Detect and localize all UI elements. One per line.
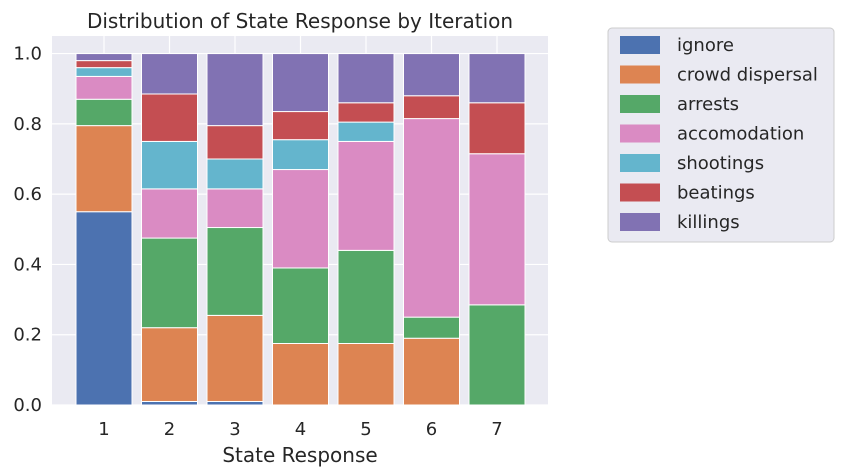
bar-segment-arrests-4	[272, 267, 329, 345]
bar-segment-crowd-dispersal-6	[403, 337, 460, 406]
bar-segment-crowd-dispersal-4	[272, 343, 329, 406]
bar-segment-killings-5	[337, 53, 395, 104]
legend-swatch-killings	[620, 213, 660, 231]
bar-segment-accomodation-6	[403, 118, 460, 318]
bar-segment-shootings-5	[337, 121, 395, 142]
bar-segment-ignore-3	[206, 400, 264, 406]
bar-segment-killings-6	[403, 53, 460, 97]
bar-segment-beatings-2	[141, 93, 198, 142]
x-tick-label: 2	[164, 419, 175, 440]
bar-segment-beatings-7	[468, 102, 526, 155]
bar-segment-shootings-2	[141, 140, 198, 190]
bar-segment-arrests-1	[75, 98, 133, 127]
x-tick-label: 4	[295, 419, 306, 440]
bar-segment-ignore-2	[141, 400, 198, 406]
bar-segment-shootings-1	[75, 67, 133, 77]
bar-segment-beatings-6	[403, 95, 460, 120]
y-tick-label: 0.2	[13, 325, 42, 346]
legend-label-ignore: ignore	[677, 35, 734, 56]
x-tick-label: 7	[491, 419, 502, 440]
legend-swatch-arrests	[620, 95, 660, 113]
legend-swatch-shootings	[620, 154, 660, 172]
bar-segment-accomodation-3	[206, 188, 264, 229]
bar-segment-shootings-3	[206, 158, 264, 190]
legend-label-killings: killings	[677, 212, 740, 233]
bar-segment-beatings-4	[272, 111, 329, 141]
bar-segment-arrests-7	[468, 304, 526, 406]
x-tick-label: 6	[426, 419, 437, 440]
bar-segment-crowd-dispersal-1	[75, 125, 133, 213]
bar-segment-arrests-6	[403, 316, 460, 339]
y-tick-label: 0.4	[13, 254, 42, 275]
y-tick-label: 0.8	[13, 114, 42, 135]
y-tick-label: 0.0	[13, 395, 42, 416]
bar-segment-killings-1	[75, 53, 133, 62]
bar-segment-accomodation-7	[468, 153, 526, 306]
legend-swatch-crowd-dispersal	[620, 65, 660, 84]
bar-segment-accomodation-2	[141, 188, 198, 239]
y-tick-label: 1.0	[13, 44, 42, 65]
legend-box	[607, 27, 835, 243]
legend-label-shootings: shootings	[677, 153, 764, 174]
bar-segment-ignore-1	[75, 211, 133, 406]
legend-swatch-beatings	[620, 183, 660, 202]
bar-segment-killings-7	[468, 53, 526, 104]
bar-segment-arrests-3	[206, 227, 264, 316]
bar-segment-crowd-dispersal-3	[206, 314, 264, 402]
x-axis-title: State Response	[222, 443, 377, 467]
legend-swatch-accomodation	[620, 124, 660, 143]
bar-segment-crowd-dispersal-2	[141, 327, 198, 402]
bar-segment-killings-2	[141, 53, 198, 95]
bar-segment-accomodation-5	[337, 140, 395, 251]
x-tick-label: 5	[360, 419, 371, 440]
x-axis-ticks: 1 2 3 4 5 6 7	[98, 419, 502, 440]
chart-title: Distribution of State Response by Iterat…	[87, 9, 513, 33]
bars	[75, 53, 526, 406]
legend-label-crowd-dispersal: crowd dispersal	[677, 65, 818, 86]
legend: ignore crowd dispersal arrests accomodation…	[607, 27, 835, 243]
legend-label-accomodation: accomodation	[677, 124, 804, 145]
legend-label-beatings: beatings	[677, 183, 755, 204]
bar-segment-beatings-1	[75, 60, 133, 69]
y-tick-label: 0.6	[13, 184, 42, 205]
x-tick-label: 3	[229, 419, 240, 440]
bar-segment-crowd-dispersal-5	[337, 343, 395, 406]
bar-segment-killings-4	[272, 53, 329, 113]
legend-swatch-ignore	[620, 36, 660, 54]
bar-segment-killings-3	[206, 53, 264, 127]
bar-segment-arrests-2	[141, 237, 198, 329]
bar-segment-beatings-5	[337, 102, 395, 123]
legend-label-arrests: arrests	[677, 94, 739, 115]
x-tick-label: 1	[98, 419, 109, 440]
bar-segment-shootings-4	[272, 139, 329, 171]
bar-segment-beatings-3	[206, 125, 264, 160]
bar-segment-accomodation-4	[272, 169, 329, 269]
bar-segment-arrests-5	[337, 249, 395, 344]
bar-segment-accomodation-1	[75, 75, 133, 100]
y-axis-ticks: 0.0 0.2 0.4 0.6 0.8 1.0	[13, 44, 42, 416]
